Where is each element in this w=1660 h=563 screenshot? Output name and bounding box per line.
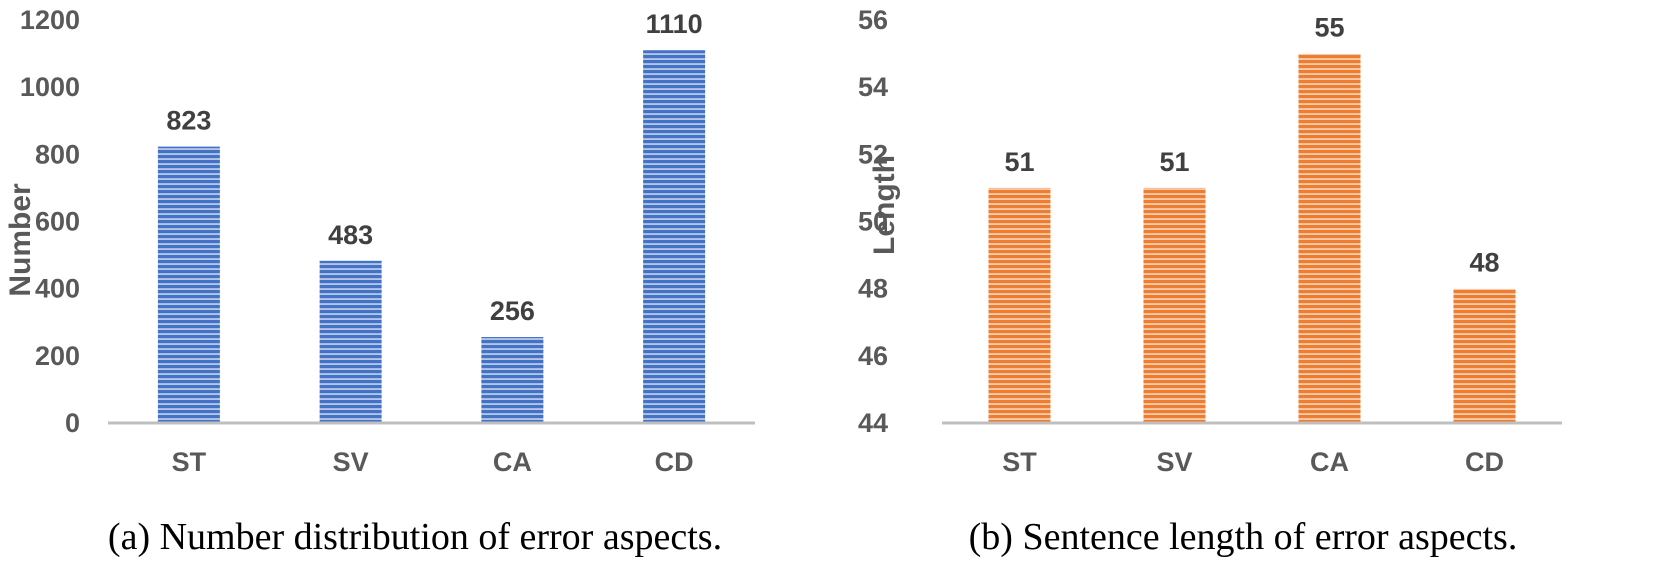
y-tick-label: 400 [35, 274, 80, 304]
bar-sv [1143, 187, 1206, 423]
data-label: 48 [1469, 248, 1499, 278]
x-tick-label: SV [333, 447, 369, 477]
bar-sv [319, 260, 382, 423]
y-tick-label: 44 [858, 408, 888, 438]
caption-a: (a) Number distribution of error aspects… [108, 516, 722, 558]
data-label: 483 [328, 220, 373, 250]
bar-ca [481, 337, 544, 423]
bar-cd [643, 50, 706, 423]
y-tick-label: 1200 [20, 5, 80, 35]
y-tick-label: 52 [858, 139, 888, 169]
y-tick-label: 54 [858, 72, 888, 102]
y-tick-label: 800 [35, 139, 80, 169]
y-tick-label: 50 [858, 207, 888, 237]
y-tick-label: 0 [65, 408, 80, 438]
x-tick-label: ST [172, 447, 207, 477]
data-label: 51 [1004, 147, 1034, 177]
y-tick-label: 1000 [20, 72, 80, 102]
x-tick-label: SV [1156, 447, 1192, 477]
y-tick-label: 46 [858, 341, 888, 371]
y-tick-label: 600 [35, 207, 80, 237]
data-label: 51 [1159, 147, 1189, 177]
chart-panel-a: Number 0 200 400 600 800 1000 1200 823 ST 483 SV 25… [4, 5, 755, 558]
y-axis-title-a: Number [4, 183, 37, 297]
bar-st [988, 187, 1051, 423]
caption-b: (b) Sentence length of error aspects. [969, 516, 1518, 558]
x-tick-label: CD [1465, 447, 1504, 477]
bar-ca [1298, 53, 1361, 423]
x-tick-label: CA [1310, 447, 1349, 477]
x-tick-label: ST [1002, 447, 1037, 477]
chart-panel-b: Length 44 46 48 50 52 54 56 51 ST 51 SV 55 CA 48 CD (b… [858, 5, 1562, 558]
data-label: 823 [166, 106, 211, 136]
data-label: 55 [1314, 13, 1344, 43]
y-axis-title-b: Length [868, 155, 901, 255]
bar-cd [1453, 288, 1516, 423]
y-tick-label: 48 [858, 274, 888, 304]
data-label: 256 [490, 296, 535, 326]
data-label: 1110 [646, 9, 703, 39]
bar-st [157, 146, 220, 423]
x-tick-label: CD [655, 447, 694, 477]
y-tick-label: 56 [858, 5, 888, 35]
y-tick-label: 200 [35, 341, 80, 371]
x-tick-label: CA [493, 447, 532, 477]
